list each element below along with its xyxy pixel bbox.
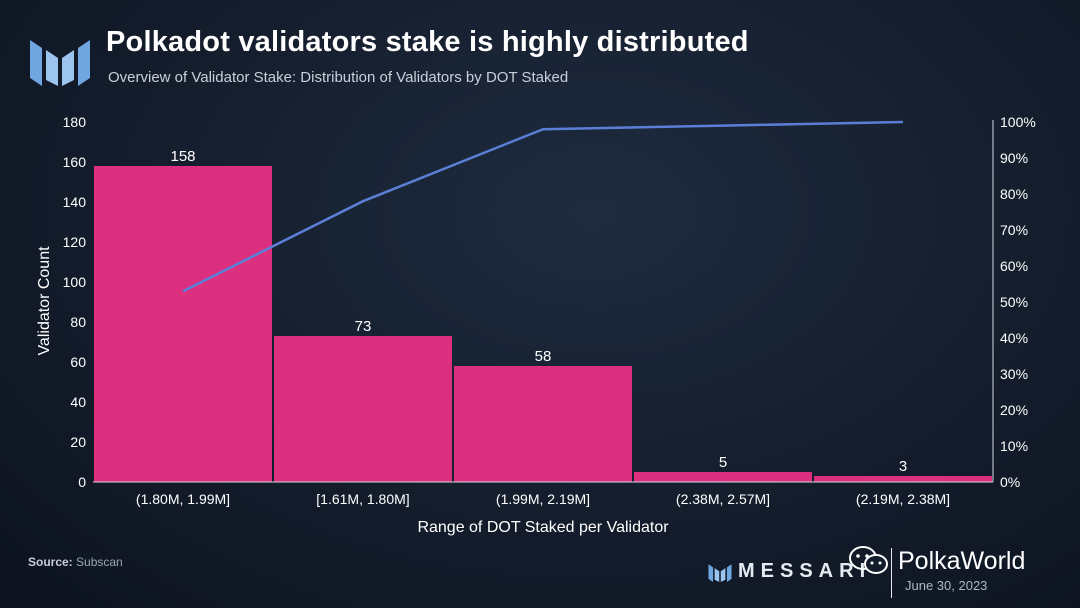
wechat-icon <box>849 546 888 574</box>
bar-value-label: 73 <box>355 318 372 335</box>
x-tick-label: (1.99M, 2.19M] <box>496 491 590 507</box>
y2-tick-label: 0% <box>1000 474 1020 490</box>
y-axis-left-ticks: 0 20 40 60 80 100 120 140 160 180 <box>63 114 87 490</box>
source-label: Source: <box>28 555 73 569</box>
x-tick-label: (2.38M, 2.57M] <box>676 491 770 507</box>
bar <box>634 472 812 482</box>
bar-value-label: 158 <box>170 148 195 165</box>
cumulative-line <box>182 120 904 293</box>
y2-tick-label: 50% <box>1000 294 1028 310</box>
y-tick-label: 160 <box>63 154 87 170</box>
footer-divider <box>891 548 892 598</box>
publish-date: June 30, 2023 <box>905 578 988 593</box>
y-tick-label: 40 <box>70 394 86 410</box>
y2-tick-label: 80% <box>1000 186 1028 202</box>
y-tick-label: 100 <box>63 274 87 290</box>
chart-title: Polkadot validators stake is highly dist… <box>106 26 749 58</box>
messari-logo-icon <box>30 40 90 86</box>
source-note: Source: Subscan <box>28 555 123 569</box>
y-tick-label: 20 <box>70 434 86 450</box>
bar <box>814 476 992 482</box>
y-tick-label: 80 <box>70 314 86 330</box>
watermark-text: PolkaWorld <box>898 546 1026 575</box>
messari-mark-icon <box>708 563 732 582</box>
bar <box>454 366 632 482</box>
bar <box>274 336 452 482</box>
y2-tick-label: 100% <box>1000 114 1036 130</box>
bar-value-label: 5 <box>719 454 727 471</box>
bar <box>94 166 272 482</box>
y2-tick-label: 30% <box>1000 366 1028 382</box>
y-tick-label: 180 <box>63 114 87 130</box>
y-tick-label: 60 <box>70 354 86 370</box>
source-value: Subscan <box>76 555 123 569</box>
watermark: PolkaWorld <box>848 545 1025 577</box>
y2-tick-label: 20% <box>1000 402 1028 418</box>
y-tick-label: 140 <box>63 194 87 210</box>
bar-value-label: 58 <box>535 348 552 365</box>
messari-brand: MESSARI <box>708 560 871 583</box>
y-axis-label: Validator Count <box>36 246 53 356</box>
bar-labels-group: 158 73 58 5 3 <box>170 148 907 475</box>
y2-tick-label: 10% <box>1000 438 1028 454</box>
chart-subtitle: Overview of Validator Stake: Distributio… <box>108 69 569 86</box>
y-axis-right-ticks: 0% 10% 20% 30% 40% 50% 60% 70% 80% 90% 100% <box>1000 114 1036 490</box>
x-tick-label: [1.61M, 1.80M] <box>316 491 409 507</box>
bar-value-label: 3 <box>899 458 907 475</box>
x-tick-label: (2.19M, 2.38M] <box>856 491 950 507</box>
x-axis-ticks: (1.80M, 1.99M] [1.61M, 1.80M] (1.99M, 2.19… <box>136 491 950 507</box>
x-axis-label: Range of DOT Staked per Validator <box>417 519 669 536</box>
y2-tick-label: 60% <box>1000 258 1028 274</box>
y-tick-label: 120 <box>63 234 87 250</box>
x-tick-label: (1.80M, 1.99M] <box>136 491 230 507</box>
y2-tick-label: 40% <box>1000 330 1028 346</box>
y2-tick-label: 90% <box>1000 150 1028 166</box>
bars-group <box>94 166 992 482</box>
y2-tick-label: 70% <box>1000 222 1028 238</box>
messari-wordmark: MESSARI <box>738 560 872 582</box>
y-tick-label: 0 <box>78 474 86 490</box>
